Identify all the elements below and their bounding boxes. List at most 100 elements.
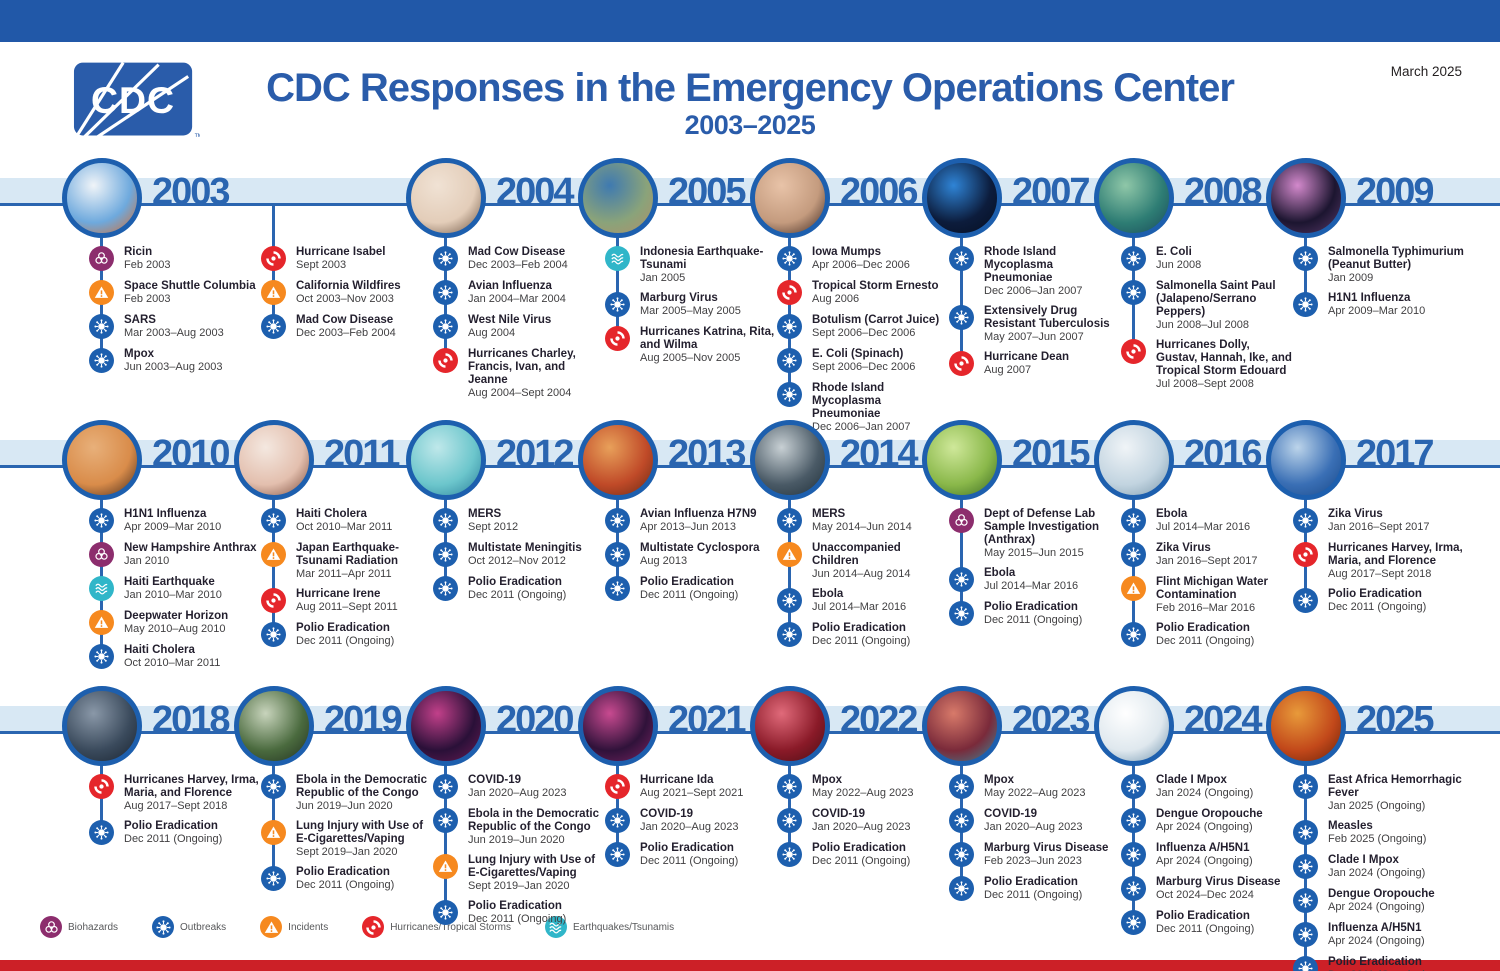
event-date: Dec 2011 (Ongoing) bbox=[296, 634, 395, 647]
event-title: Polio Eradication bbox=[124, 820, 218, 833]
event-date: Mar 2005–May 2005 bbox=[640, 304, 741, 317]
year-label: 2012 bbox=[496, 433, 575, 475]
event-list: Zika Virus Jan 2016–Sept 2017 Hurricanes … bbox=[1293, 466, 1463, 622]
event-title: Haiti Earthquake bbox=[124, 576, 215, 588]
event-date: Dec 2003–Feb 2004 bbox=[296, 326, 396, 339]
event-title: Tropical Storm Ernesto bbox=[812, 280, 939, 292]
incident-icon bbox=[89, 610, 114, 635]
event-title: California Wildfires bbox=[296, 280, 401, 292]
event-date: Dec 2011 (Ongoing) bbox=[1328, 969, 1466, 971]
event-title: Mad Cow Disease bbox=[296, 314, 394, 326]
outbreak-icon bbox=[433, 508, 458, 533]
event-title: Influenza A/H5N1 bbox=[1156, 842, 1250, 854]
event-item: New Hampshire Anthrax Jan 2010 bbox=[89, 542, 259, 568]
year-label: 2013 bbox=[668, 433, 747, 475]
event-date: Jul 2014–Mar 2016 bbox=[812, 600, 907, 613]
event-item: Marburg Virus Mar 2005–May 2005 bbox=[605, 292, 775, 318]
outbreak-icon bbox=[1293, 888, 1318, 914]
event-item: Hurricane Irene Aug 2011–Sept 2011 bbox=[261, 588, 431, 614]
event-item: Mpox May 2022–Aug 2023 bbox=[777, 774, 947, 800]
year-label: 2018 bbox=[152, 699, 231, 741]
event-date: Feb 2003 bbox=[124, 292, 171, 305]
event-title: Polio Eradication bbox=[640, 842, 734, 854]
legend-item-earthquake: Earthquakes/Tsunamis bbox=[544, 916, 674, 938]
event-title: Marburg Virus bbox=[640, 292, 718, 305]
event-item: E. Coli Jun 2008 bbox=[1121, 246, 1291, 272]
event-date: Dec 2011 (Ongoing) bbox=[1156, 634, 1255, 647]
outbreak-icon bbox=[1293, 956, 1318, 971]
event-item: Clade I Mpox Jan 2024 (Ongoing) bbox=[1121, 774, 1291, 800]
event-date: Dec 2011 (Ongoing) bbox=[984, 888, 1083, 901]
event-list: Hurricane Isabel Sept 2003 California Wil… bbox=[261, 204, 431, 348]
cdc-logo: CDC ™ bbox=[73, 61, 200, 141]
event-title: Clade I Mpox bbox=[1156, 774, 1227, 786]
outbreak-icon bbox=[433, 576, 458, 601]
event-title: E. Coli bbox=[1156, 246, 1192, 258]
outbreak-icon bbox=[433, 246, 458, 271]
event-date: Jan 2009 bbox=[1328, 271, 1374, 284]
year-photo-coronavirus-particle bbox=[578, 686, 658, 766]
event-title: Dengue Oropouche bbox=[1328, 888, 1435, 901]
event-item: Mad Cow Disease Dec 2003–Feb 2004 bbox=[433, 246, 603, 272]
event-date: May 2014–Jun 2014 bbox=[812, 520, 912, 533]
event-date: Dec 2011 (Ongoing) bbox=[1156, 922, 1255, 935]
event-date: Dec 2011 (Ongoing) bbox=[296, 879, 395, 891]
event-connector-line bbox=[616, 204, 619, 338]
event-date: Oct 2010–Mar 2011 bbox=[296, 520, 393, 533]
year-photo-marburg-virus-filament bbox=[922, 686, 1002, 766]
event-title: Salmonella Typhimurium (Peanut Butter) bbox=[1328, 246, 1464, 271]
timeline-row-3: 2018 Hurricanes Harvey, Irma, Maria, and… bbox=[0, 678, 1500, 971]
event-date: May 2007–Jun 2007 bbox=[984, 330, 1084, 343]
event-date: Sept 2006–Dec 2006 bbox=[812, 360, 916, 373]
event-date: Sept 2006–Dec 2006 bbox=[812, 326, 916, 339]
event-title: COVID-19 bbox=[640, 808, 694, 820]
event-item: SARS Mar 2003–Aug 2003 bbox=[89, 314, 259, 340]
event-list: Indonesia Earthquake-Tsunami Jan 2005 Marb… bbox=[605, 204, 775, 372]
event-item: Tropical Storm Ernesto Aug 2006 bbox=[777, 280, 947, 306]
outbreak-icon bbox=[605, 508, 630, 533]
outbreak-icon bbox=[605, 542, 630, 567]
outbreak-icon bbox=[89, 820, 114, 846]
outbreak-icon bbox=[433, 774, 458, 799]
outbreak-icon bbox=[949, 842, 974, 867]
event-date: Feb 2023–Jun 2023 bbox=[984, 854, 1082, 867]
event-item: Hurricane Ida Aug 2021–Sept 2021 bbox=[605, 774, 775, 800]
year-photo-coronavirus-particle bbox=[406, 686, 486, 766]
event-item: Haiti Earthquake Jan 2010–Mar 2010 bbox=[89, 576, 259, 602]
year-photo-mpox-virus-particle bbox=[750, 686, 830, 766]
outbreak-icon bbox=[1121, 280, 1146, 305]
outbreak-icon bbox=[1121, 910, 1146, 935]
year-label: 2020 bbox=[496, 699, 575, 741]
event-item: Dept of Defense Lab Sample Investigation… bbox=[949, 508, 1119, 559]
outbreak-icon bbox=[777, 588, 802, 614]
year-label: 2010 bbox=[152, 433, 231, 475]
page-subtitle: 2003–2025 bbox=[684, 110, 816, 140]
event-title: COVID-19 bbox=[984, 808, 1038, 820]
event-title: East Africa Hemorrhagic Fever bbox=[1328, 774, 1462, 799]
event-title: Zika Virus bbox=[1328, 508, 1383, 520]
event-title: Ebola bbox=[812, 588, 844, 601]
event-title: Botulism (Carrot Juice) bbox=[812, 314, 940, 326]
year-label: 2015 bbox=[1012, 433, 1091, 475]
event-title: Hurricane Ida bbox=[640, 774, 714, 786]
event-item: Salmonella Saint Paul (Jalapeno/Serrano … bbox=[1121, 280, 1291, 331]
event-date: Oct 2012–Nov 2012 bbox=[468, 554, 566, 567]
event-title: Indonesia Earthquake-Tsunami bbox=[640, 246, 764, 271]
event-date: Dec 2011 (Ongoing) bbox=[468, 588, 567, 601]
event-item: H1N1 Influenza Apr 2009–Mar 2010 bbox=[89, 508, 259, 534]
incident-icon bbox=[89, 280, 114, 305]
event-title: Polio Eradication bbox=[984, 600, 1078, 613]
event-title: Ricin bbox=[124, 246, 153, 258]
event-title: Polio Eradication bbox=[812, 622, 906, 635]
event-item: Iowa Mumps Apr 2006–Dec 2006 bbox=[777, 246, 947, 272]
hurricane-icon bbox=[362, 916, 385, 938]
event-date: Aug 2021–Sept 2021 bbox=[640, 786, 744, 799]
cdc-logo-tm: ™ bbox=[194, 131, 200, 141]
event-item: Ebola Jul 2014–Mar 2016 bbox=[777, 588, 947, 614]
event-item: Indonesia Earthquake-Tsunami Jan 2005 bbox=[605, 246, 775, 284]
incident-icon bbox=[261, 542, 286, 567]
